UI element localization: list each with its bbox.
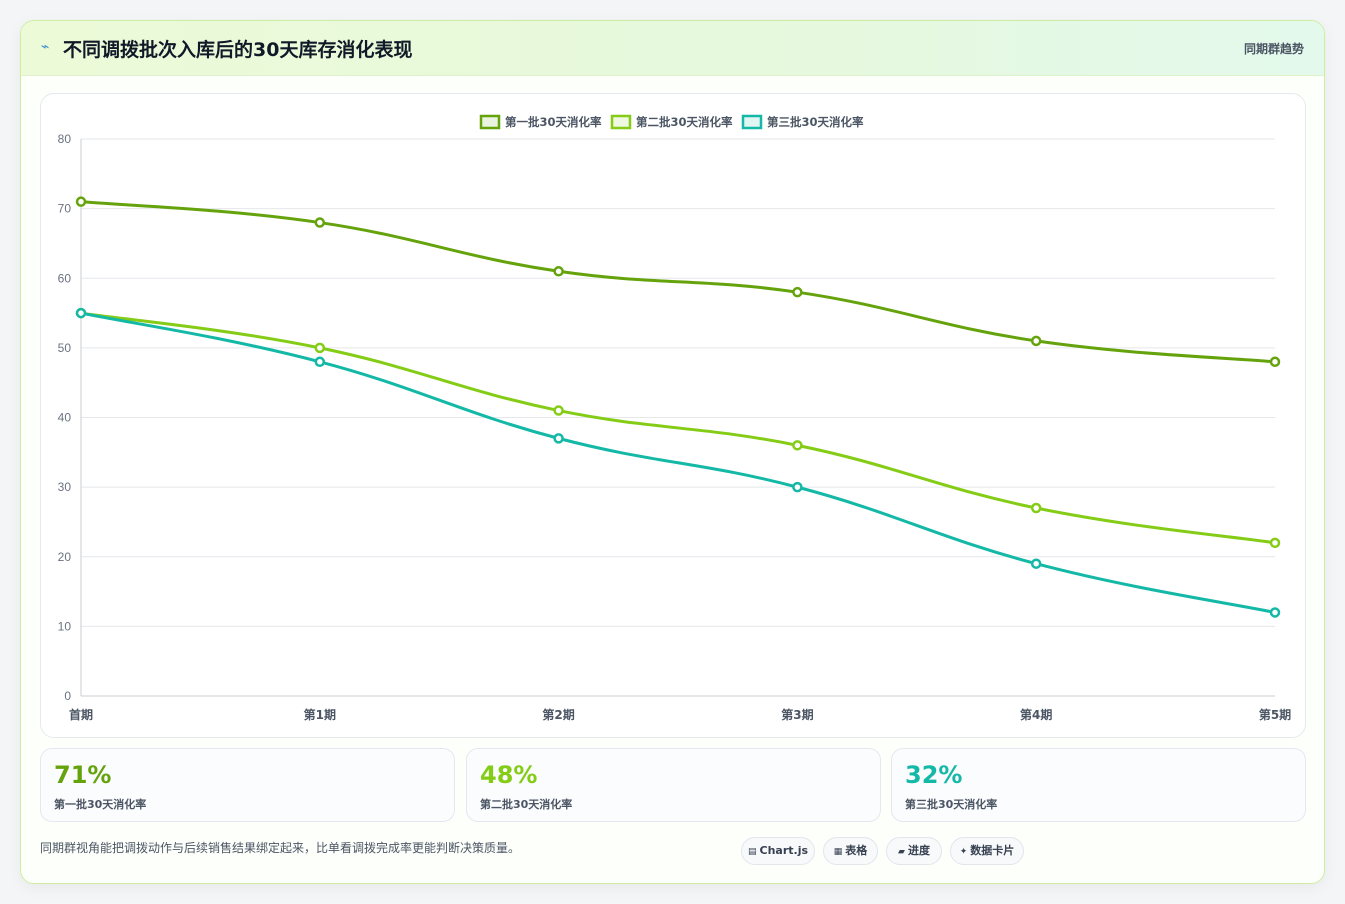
x-tick-label: 第3期 [781, 707, 813, 722]
y-tick-label: 40 [58, 411, 72, 425]
legend-swatch [479, 114, 501, 130]
chart-icon: ▤ [747, 847, 757, 857]
tag-data-card[interactable]: ✦ 数据卡片 [950, 837, 1024, 865]
x-tick-label: 第5期 [1259, 707, 1291, 722]
card-title: 不同调拨批次入库后的30天库存消化表现 [63, 39, 413, 61]
legend-label: 第一批30天消化率 [505, 115, 602, 129]
tag-chartjs[interactable]: ▤ Chart.js [741, 837, 815, 865]
y-tick-label: 80 [58, 132, 72, 146]
data-point [553, 405, 564, 416]
data-point [792, 440, 803, 451]
data-point [1269, 607, 1281, 618]
tag-label: Chart.js [759, 844, 809, 857]
tag-label: 进度 [907, 844, 930, 857]
x-tick-label: 首期 [69, 707, 93, 722]
y-tick-label: 60 [58, 271, 72, 285]
data-point [553, 266, 564, 277]
stat-value: 48% [480, 761, 538, 789]
stat-label: 第三批30天消化率 [905, 798, 998, 811]
sparkle-icon: ✦ [959, 847, 968, 857]
x-tick-label: 第1期 [304, 707, 336, 722]
stat-card-batch-2: 48% 第二批30天消化率 [466, 748, 881, 822]
y-tick-label: 30 [58, 480, 72, 494]
data-point [314, 356, 326, 368]
data-point [1030, 558, 1042, 569]
stat-label: 第一批30天消化率 [54, 798, 147, 811]
legend-swatch [741, 114, 763, 130]
y-tick-label: 70 [58, 202, 72, 216]
series-line-2 [80, 311, 1276, 545]
data-point [553, 433, 564, 444]
legend-label: 第二批30天消化率 [636, 115, 733, 129]
data-point [792, 481, 803, 493]
stat-value: 71% [54, 761, 112, 789]
stat-card-batch-3: 32% 第三批30天消化率 [891, 748, 1306, 822]
chart-area: 0 10 20 30 40 50 60 70 80 首期 第1期 第2期 第3期 第4期 第5期 第一批30天… [40, 93, 1306, 738]
data-point [75, 196, 87, 207]
y-tick-label: 0 [64, 689, 71, 703]
legend-swatch [610, 114, 632, 130]
tag-progress[interactable]: ▰ 进度 [886, 837, 942, 865]
tag-label: 数据卡片 [970, 844, 1015, 857]
line-chart: 0 10 20 30 40 50 60 70 80 首期 第1期 第2期 第3期 第4期 第5期 第一批30天… [58, 114, 1291, 722]
tag-table[interactable]: ▦ 表格 [823, 837, 878, 865]
x-tick-label: 第4期 [1020, 707, 1052, 722]
legend-label: 第三批30天消化率 [767, 115, 864, 129]
y-tick-label: 50 [58, 341, 72, 355]
stat-value: 32% [905, 761, 963, 789]
progress-icon: ▰ [898, 847, 905, 857]
data-point [1269, 356, 1281, 368]
y-tick-label: 20 [58, 550, 72, 564]
y-tick-label: 10 [58, 619, 72, 633]
chart-card: ⌁ 不同调拨批次入库后的30天库存消化表现 同期群趋势 0 10 20 30 40 50 6… [20, 20, 1325, 884]
card-subtitle: 同期群趋势 [1243, 42, 1304, 56]
data-point [1030, 335, 1042, 347]
data-point [1030, 502, 1042, 514]
data-point [792, 286, 803, 298]
data-point [314, 217, 326, 228]
stat-label: 第二批30天消化率 [480, 798, 573, 811]
series-line-1 [80, 200, 1276, 364]
table-icon: ▦ [833, 847, 843, 857]
data-point [314, 342, 326, 354]
data-point [1269, 537, 1281, 549]
chart-icon: ⌁ [41, 39, 50, 55]
x-tick-label: 第2期 [542, 707, 574, 722]
footnote: 同期群视角能把调拨动作与后续销售结果绑定起来，比单看调拨完成率更能判断决策质量。 [40, 841, 521, 855]
series-line-3 [80, 311, 1276, 614]
data-point [75, 307, 87, 319]
stat-card-batch-1: 71% 第一批30天消化率 [40, 748, 455, 822]
card-header: ⌁ 不同调拨批次入库后的30天库存消化表现 同期群趋势 [21, 21, 1324, 76]
tag-label: 表格 [845, 844, 868, 857]
